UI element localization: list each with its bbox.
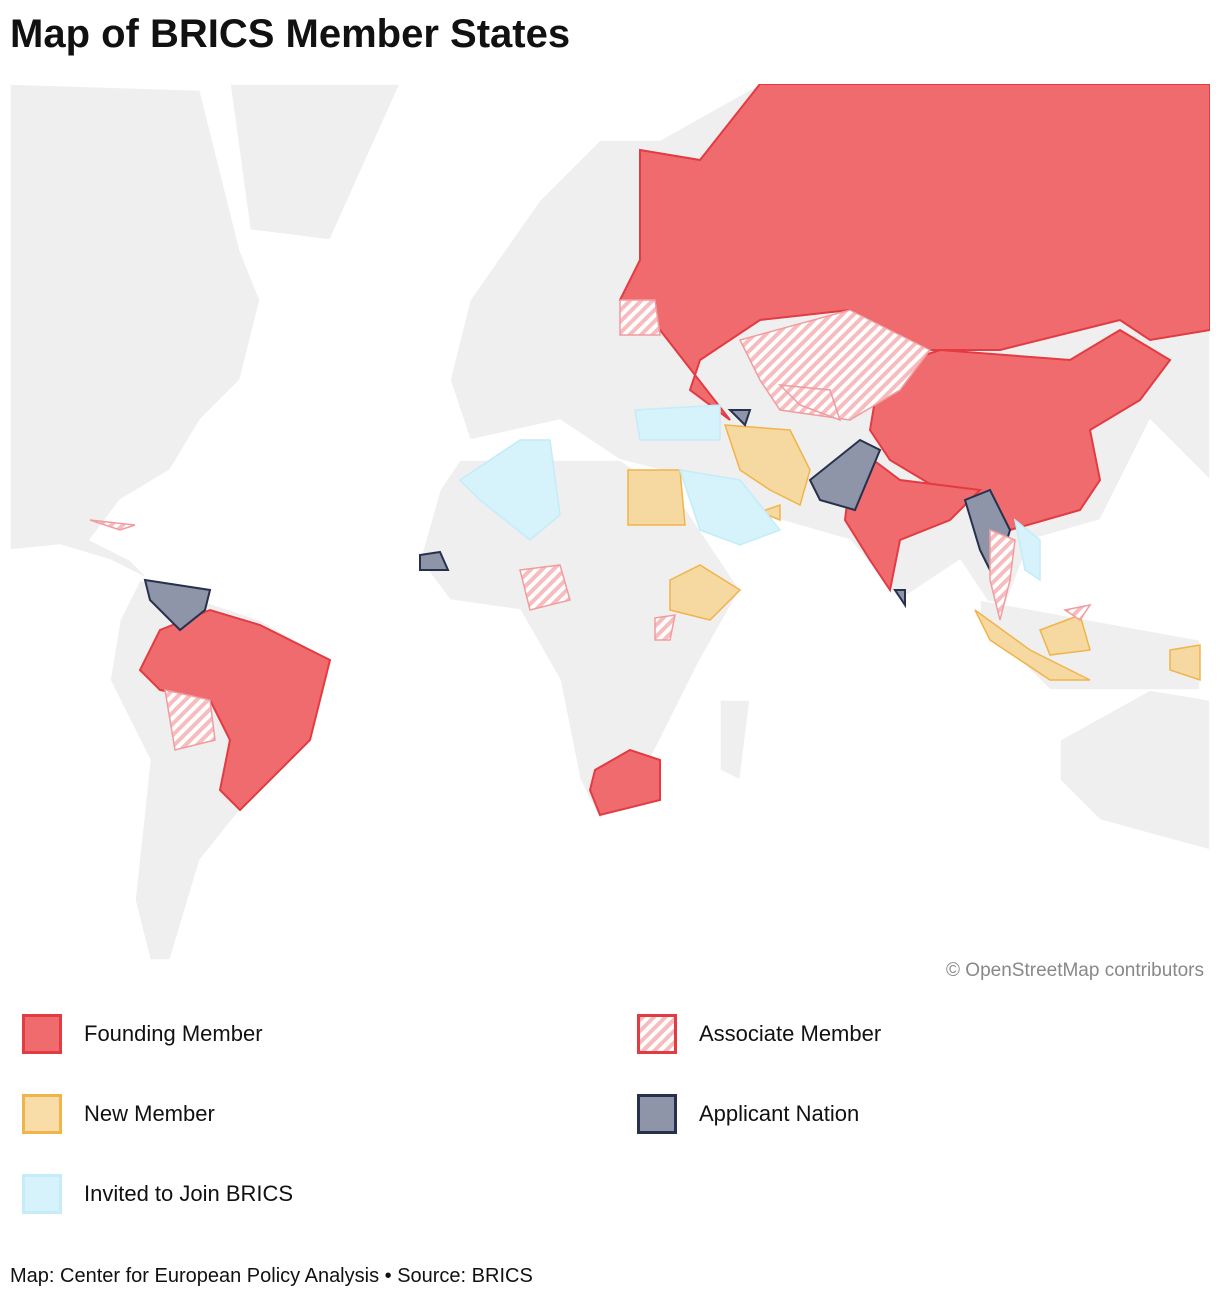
attribution: © OpenStreetMap contributors <box>946 960 1204 981</box>
thailand <box>989 528 1016 621</box>
vietnam <box>1013 518 1041 582</box>
legend-label: Founding Member <box>84 1021 263 1046</box>
legend-item: Associate Member <box>637 1012 1197 1056</box>
south-africa <box>588 748 661 817</box>
turkey <box>634 404 721 441</box>
sri-lanka <box>893 589 906 609</box>
indonesia <box>974 609 1091 681</box>
indonesia <box>1039 614 1091 656</box>
bolivia <box>164 689 216 751</box>
malaysia <box>1063 603 1092 622</box>
map <box>10 84 1210 961</box>
madagascar <box>719 699 751 782</box>
legend-label: New Member <box>84 1101 215 1126</box>
iran <box>723 424 811 507</box>
china <box>868 328 1172 532</box>
legend-item: Invited to Join BRICS <box>22 1172 637 1216</box>
legend-item: Founding Member <box>22 1012 637 1056</box>
africa <box>419 459 741 822</box>
egypt <box>627 469 686 526</box>
cuba <box>89 519 136 531</box>
uzbekistan <box>777 384 842 422</box>
uae <box>757 503 781 522</box>
brazil <box>138 608 332 812</box>
legend: Founding Member Associate Member New Mem… <box>22 1012 1220 1216</box>
legend-label: Invited to Join BRICS <box>84 1181 294 1206</box>
algeria <box>458 439 561 541</box>
legend-label: Applicant Nation <box>699 1101 860 1126</box>
azerbaijan <box>727 409 752 427</box>
legend-item: Applicant Nation <box>637 1092 1197 1136</box>
belarus <box>619 299 661 336</box>
swatch <box>22 1014 62 1054</box>
uganda <box>654 614 676 641</box>
senegal <box>419 550 450 571</box>
legend-label: Associate Member <box>699 1021 882 1046</box>
legend-item: New Member <box>22 1092 637 1136</box>
pakistan <box>808 438 882 512</box>
ethiopia <box>669 564 742 621</box>
venezuela <box>143 578 212 632</box>
greenland <box>229 84 401 241</box>
indonesia <box>1169 644 1201 682</box>
swatch <box>637 1014 677 1054</box>
swatch <box>22 1094 62 1134</box>
swatch <box>22 1174 62 1214</box>
footer: Map: Center for European Policy Analysis… <box>10 1265 533 1287</box>
title: Map of BRICS Member States <box>10 12 571 56</box>
saudi-arabia <box>678 469 782 546</box>
swatch <box>637 1094 677 1134</box>
nigeria <box>519 564 571 611</box>
north-america <box>10 84 261 581</box>
australia <box>1059 689 1210 851</box>
